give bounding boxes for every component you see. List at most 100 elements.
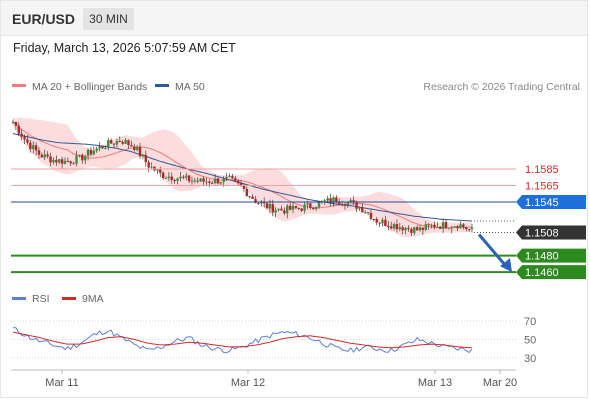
candle-body [433, 224, 436, 228]
candle-body [407, 227, 410, 230]
candle-body [130, 145, 133, 147]
candle-body [271, 204, 275, 213]
candle-body [450, 227, 453, 229]
candle-body [199, 178, 202, 182]
candle-body [164, 177, 168, 179]
candle-body [323, 200, 326, 202]
candle-body [274, 210, 277, 213]
candle-body [104, 147, 107, 149]
candle-body [69, 161, 72, 164]
candle-body [415, 227, 419, 231]
candle-body [37, 150, 41, 155]
rsi-ma-legend-swatch [62, 297, 76, 300]
candle-body [320, 200, 324, 202]
candle-body [52, 159, 55, 163]
candle-body [335, 197, 338, 203]
candle-body [98, 146, 101, 149]
candle-body [141, 154, 145, 157]
candle-body [225, 176, 228, 178]
candle-body [239, 183, 243, 186]
candle-body [81, 154, 84, 161]
candle-body [40, 154, 44, 158]
candle-body [29, 142, 32, 149]
candle-body [418, 227, 422, 231]
key-levels-layer: 1.1585 1.1565 1.1545 1.1508 1.1480 1.1460 [11, 164, 586, 280]
candle-body [75, 155, 78, 164]
candle-body [60, 159, 64, 164]
candlestick-layer [11, 119, 474, 237]
copyright-label: Research © 2026 Trading Central [423, 81, 580, 93]
candle-body [17, 125, 20, 134]
candle-body [404, 227, 407, 231]
candle-body [222, 177, 225, 183]
candle-body [251, 196, 254, 200]
candle-body [78, 154, 81, 156]
candle-body [92, 150, 96, 155]
candle-body [176, 178, 179, 181]
candle-body [439, 226, 442, 229]
candle-body [14, 122, 18, 126]
candle-body [444, 222, 448, 229]
rsi-ma-legend-label: 9MA [82, 293, 104, 305]
candle-body [159, 169, 162, 173]
candle-body [46, 154, 49, 157]
candle-body [156, 169, 159, 171]
candle-body [254, 199, 257, 204]
candle-body [309, 203, 312, 208]
current-price-tag [516, 225, 586, 240]
ma20-legend-swatch [12, 84, 26, 87]
resistance-label: 1.1565 [525, 181, 559, 193]
x-tick-label: Mar 12 [231, 377, 265, 389]
candle-body [306, 203, 309, 205]
candle-body [219, 182, 223, 184]
candle-body [135, 146, 139, 151]
candle-body [436, 226, 439, 228]
forecast-arrow-head [500, 258, 512, 273]
candle-body [421, 227, 425, 230]
candle-body [83, 155, 87, 161]
candle-body [115, 140, 119, 145]
candle-body [210, 182, 214, 184]
candle-body [424, 224, 428, 230]
rsi-level-label: 30 [524, 353, 536, 365]
candle-body [72, 163, 75, 165]
candle-body [291, 205, 295, 210]
candle-body [352, 200, 355, 202]
candle-body [228, 176, 231, 178]
candle-body [441, 222, 445, 229]
candle-body [312, 207, 315, 210]
chart-datetime: Friday, March 13, 2026 5:07:59 AM CET [13, 41, 236, 55]
candle-body [430, 224, 433, 226]
candle-body [133, 146, 136, 151]
candle-body [378, 222, 381, 224]
support-label: 1.1460 [525, 267, 559, 279]
candle-body [413, 227, 416, 233]
ma20-line [12, 121, 472, 229]
candle-body [118, 140, 122, 142]
ma50-line [12, 133, 473, 222]
candle-body [265, 203, 269, 209]
candle-body [294, 205, 298, 208]
candle-body [170, 176, 173, 181]
rsi-level-label: 70 [524, 316, 536, 328]
candle-body [144, 154, 147, 163]
candle-body [392, 223, 396, 229]
candle-body [375, 219, 378, 223]
candle-body [43, 154, 46, 158]
ma50-legend-swatch [155, 84, 169, 87]
candle-body [245, 188, 249, 197]
candle-body [346, 201, 350, 206]
candle-body [63, 160, 67, 164]
candle-body [34, 145, 38, 151]
current-price-label: 1.1508 [525, 228, 559, 240]
candle-body [303, 204, 306, 211]
support-label: 1.1480 [525, 251, 559, 263]
rsi-legend-label: RSI [32, 293, 50, 305]
candle-body [95, 148, 98, 151]
candle-body [410, 229, 413, 233]
candle-body [167, 176, 171, 178]
candle-body [268, 204, 272, 209]
ma20-legend-label: MA 20 + Bollinger Bands [32, 81, 147, 93]
timeframe-button[interactable]: 30 MIN [83, 8, 134, 30]
candle-body [185, 175, 188, 178]
